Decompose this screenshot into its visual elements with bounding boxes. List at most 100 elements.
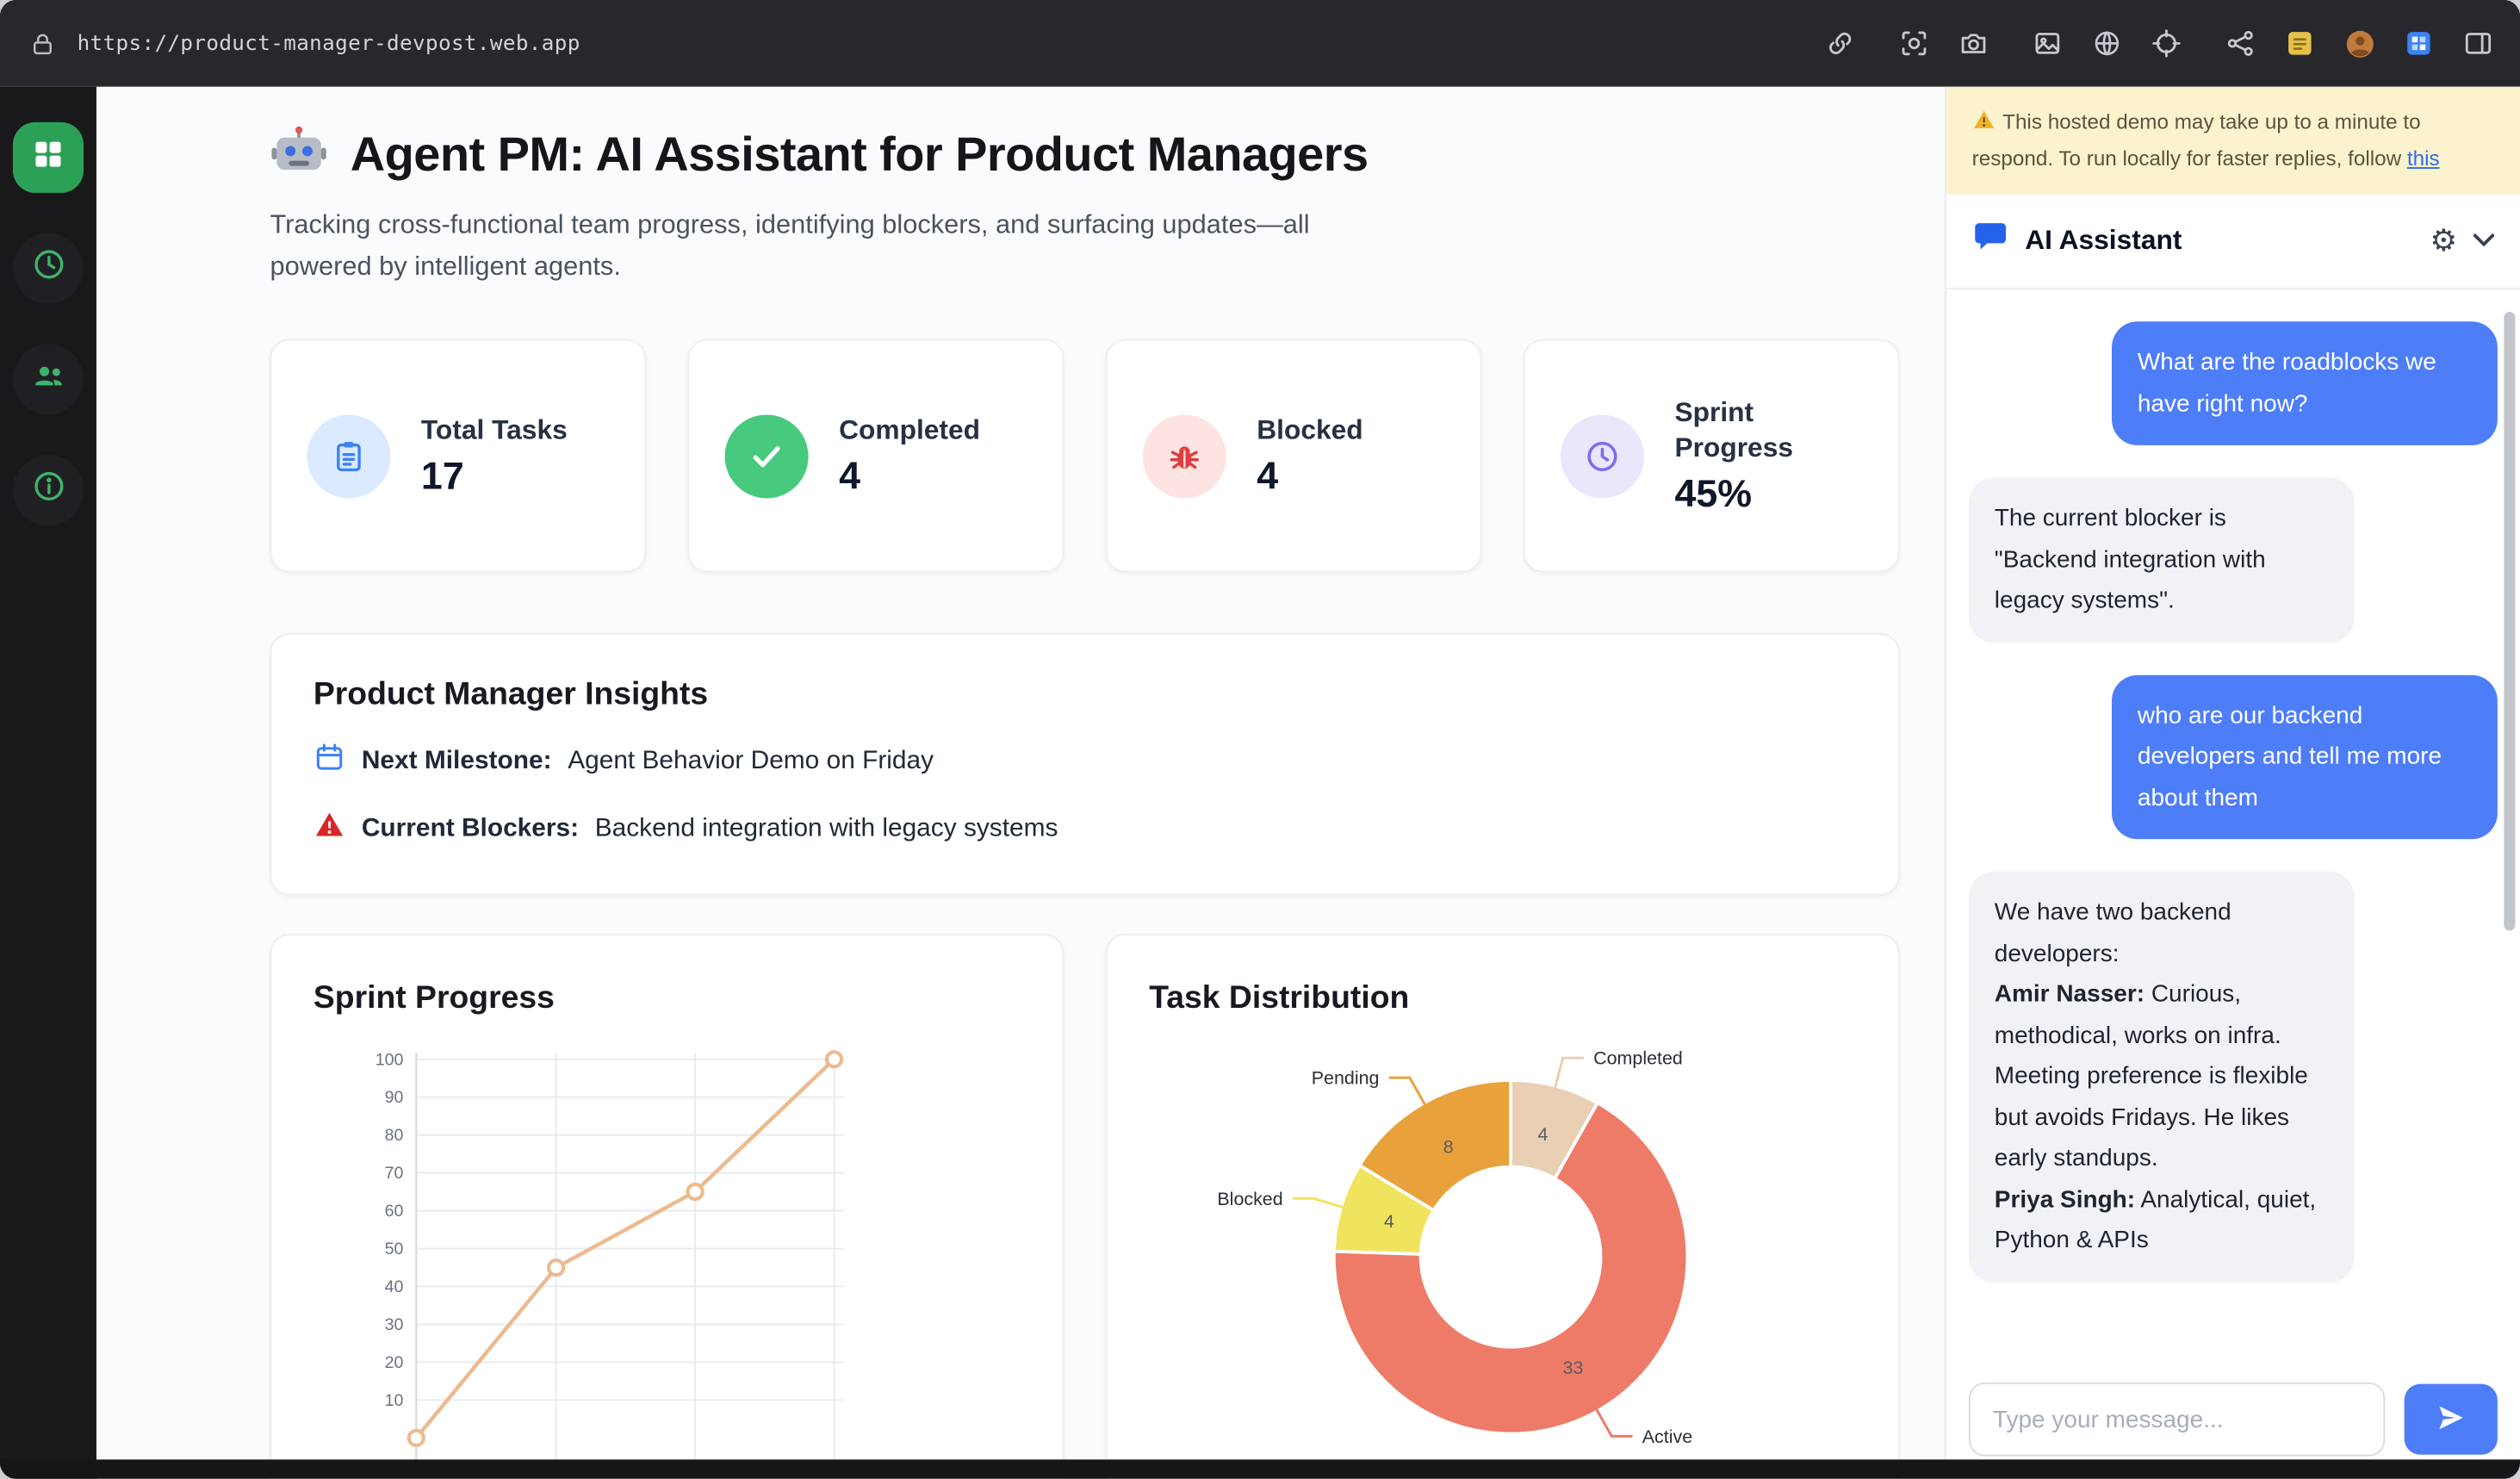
link-icon[interactable] <box>1821 24 1859 63</box>
svg-text:33: 33 <box>1563 1358 1584 1378</box>
toolbar-extension-group-3 <box>2221 24 2498 63</box>
people-icon <box>30 357 67 401</box>
stat-card-blocked: Blocked 4 <box>1105 339 1482 573</box>
chat-title: AI Assistant <box>2025 225 2182 256</box>
svg-text:50: 50 <box>385 1240 404 1258</box>
stat-value: 4 <box>1257 454 1279 498</box>
insight-row-blockers: Current Blockers: Backend integration wi… <box>313 809 1856 849</box>
charts-row: Sprint Progress 100 90 80 70 60 50 40 30 20 10 Ta… <box>270 934 1900 1479</box>
grid-icon <box>30 136 65 179</box>
svg-text:Active: Active <box>1642 1426 1692 1447</box>
warning-icon <box>313 809 345 849</box>
chat-icon <box>1972 219 2009 264</box>
grid-extension-icon[interactable] <box>2399 24 2438 63</box>
calendar-icon <box>313 741 345 781</box>
stat-label: Blocked <box>1257 413 1363 445</box>
image-icon[interactable] <box>2028 24 2067 63</box>
toolbar-extension-group-2 <box>2028 24 2186 63</box>
svg-text:70: 70 <box>385 1164 404 1183</box>
lock-icon[interactable] <box>22 24 61 63</box>
window-bottom-edge <box>0 1459 2520 1479</box>
sprint-line-chart: 100 90 80 70 60 50 40 30 20 10 <box>376 1050 844 1471</box>
sidebar-item-info[interactable] <box>12 455 84 526</box>
robot-emoji <box>270 126 327 185</box>
svg-text:100: 100 <box>376 1051 404 1070</box>
svg-text:8: 8 <box>1443 1137 1454 1158</box>
chat-input[interactable] <box>1968 1382 2386 1457</box>
avatar-extension-icon[interactable] <box>2340 24 2379 63</box>
target-icon[interactable] <box>2147 24 2186 63</box>
stats-row: Total Tasks 17 Completed 4 <box>270 339 1900 573</box>
stat-value: 45% <box>1674 472 1753 516</box>
stat-card-total-tasks: Total Tasks 17 <box>270 339 647 573</box>
capture-icon[interactable] <box>1895 24 1933 63</box>
url-bar[interactable]: https://product-manager-devpost.web.app <box>77 31 580 56</box>
share-nodes-icon[interactable] <box>2221 24 2260 63</box>
task-donut-chart: 4 Completed 33 Active 4 Blocked 8 Pending <box>1217 1048 1692 1447</box>
insight-row-milestone: Next Milestone: Agent Behavior Demo on F… <box>313 741 1856 781</box>
camera-icon[interactable] <box>1954 24 1993 63</box>
insight-label: Current Blockers: <box>361 814 580 842</box>
svg-text:40: 40 <box>385 1277 404 1296</box>
stat-value: 4 <box>839 454 861 498</box>
chat-message-assistant: We have two backend developers: Amir Nas… <box>1968 871 2355 1283</box>
svg-text:Pending: Pending <box>1312 1068 1380 1089</box>
dashboard-main: Agent PM: AI Assistant for Product Manag… <box>96 86 1945 1479</box>
insight-text: Agent Behavior Demo on Friday <box>568 747 934 774</box>
ai-assistant-panel: This hosted demo may take up to a minute… <box>1944 86 2520 1479</box>
insight-text: Backend integration with legacy systems <box>594 814 1058 842</box>
send-button[interactable] <box>2404 1383 2498 1455</box>
chat-scrollbar[interactable] <box>2504 312 2516 931</box>
svg-text:90: 90 <box>385 1088 404 1107</box>
bug-icon <box>1142 413 1226 498</box>
notes-extension-icon[interactable] <box>2281 24 2319 63</box>
info-icon <box>30 468 67 513</box>
chart-title: Task Distribution <box>1149 980 1410 1016</box>
banner-text: This hosted demo may take up to a minute… <box>1971 109 2421 170</box>
insight-label: Next Milestone: <box>361 747 552 774</box>
clock-icon <box>30 246 67 291</box>
stat-value: 17 <box>420 454 464 498</box>
sidebar-item-activity[interactable] <box>12 233 84 304</box>
svg-text:30: 30 <box>385 1315 404 1334</box>
chevron-down-icon[interactable] <box>2473 227 2495 256</box>
insights-title: Product Manager Insights <box>313 676 709 712</box>
sidebar-toggle-icon[interactable] <box>2459 24 2498 63</box>
insights-card: Product Manager Insights Next Milestone:… <box>270 633 1900 896</box>
app-sidebar <box>0 86 96 1479</box>
page-title: Agent PM: AI Assistant for Product Manag… <box>350 127 1369 181</box>
stat-card-completed: Completed 4 <box>687 339 1064 573</box>
chart-title: Sprint Progress <box>313 980 555 1016</box>
demo-warning-banner: This hosted demo may take up to a minute… <box>1946 86 2520 195</box>
svg-text:60: 60 <box>385 1202 404 1221</box>
check-icon <box>724 413 809 498</box>
stat-label: Total Tasks <box>420 413 568 445</box>
chat-input-bar <box>1946 1360 2520 1479</box>
banner-link[interactable]: this <box>2406 145 2440 170</box>
svg-text:20: 20 <box>385 1353 404 1372</box>
svg-text:80: 80 <box>385 1126 404 1145</box>
sprint-progress-card: Sprint Progress 100 90 80 70 60 50 40 30 20 10 <box>270 934 1064 1479</box>
page-subtitle: Tracking cross-functional team progress,… <box>270 210 1310 281</box>
task-distribution-card: Task Distribution 4 Completed 33 Active 4 Blo… <box>1105 934 1900 1479</box>
sidebar-item-team[interactable] <box>12 344 84 415</box>
sidebar-item-dashboard[interactable] <box>12 121 84 193</box>
toolbar-extension-group-1 <box>1895 24 1993 63</box>
gear-icon[interactable]: ⚙ <box>2430 222 2458 258</box>
svg-text:Blocked: Blocked <box>1217 1189 1282 1209</box>
warning-icon <box>1972 108 1996 142</box>
chat-header: AI Assistant ⚙ <box>1946 195 2520 290</box>
chat-message-user: who are our backend developers and tell … <box>2112 674 2498 840</box>
svg-text:Completed: Completed <box>1593 1048 1683 1069</box>
browser-toolbar: https://product-manager-devpost.web.app <box>0 0 2520 87</box>
page-header: Agent PM: AI Assistant for Product Manag… <box>270 126 1899 185</box>
send-icon <box>2435 1401 2467 1438</box>
svg-text:10: 10 <box>385 1391 404 1410</box>
clipboard-icon <box>307 413 391 498</box>
stat-label: Sprint Progress <box>1674 396 1793 463</box>
clock-icon <box>1560 413 1644 498</box>
chat-message-assistant: The current blocker is "Backend integrat… <box>1968 477 2355 643</box>
globe-icon[interactable] <box>2088 24 2126 63</box>
